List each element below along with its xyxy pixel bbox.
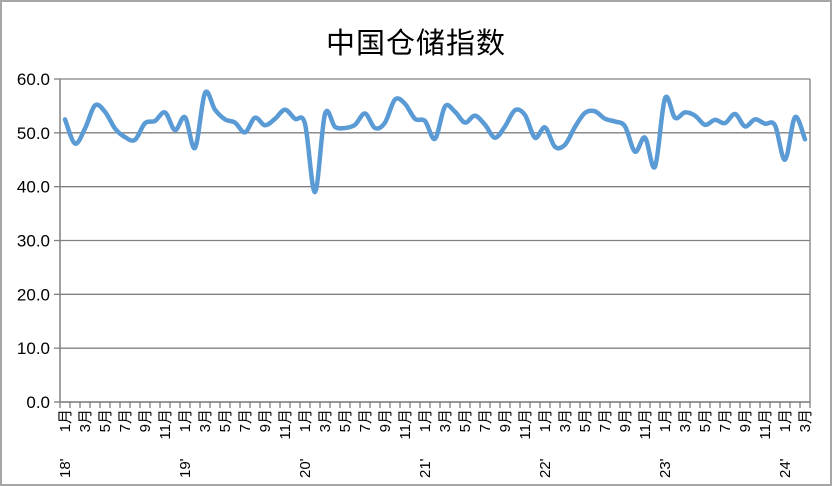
x-tick-label: 9月: [497, 409, 514, 432]
x-tick-label: 5月: [457, 409, 474, 432]
x-tick-label: 5月: [697, 409, 714, 432]
y-tick-label: 50.0: [17, 124, 50, 143]
x-tick-label: 7月: [237, 409, 254, 432]
x-tick-label: 1月: [417, 409, 434, 432]
x-tick-label: 3月: [797, 409, 814, 432]
x-tick-label: 3月: [677, 409, 694, 432]
x-tick-label: 3月: [317, 409, 334, 432]
x-tick-label: 5月: [337, 409, 354, 432]
x-tick-label: 9月: [617, 409, 634, 432]
x-tick-label: 1月: [657, 409, 674, 432]
x-tick-label: 1月: [537, 409, 554, 432]
y-tick-label: 40.0: [17, 178, 50, 197]
x-tick-label: 9月: [257, 409, 274, 432]
x-tick-label: 9月: [737, 409, 754, 432]
x-tick-label: 7月: [717, 409, 734, 432]
x-tick-label: 1月: [177, 409, 194, 432]
x-year-label: 24': [777, 458, 794, 478]
x-year-label: 22': [537, 458, 554, 478]
y-tick-label: 30.0: [17, 232, 50, 251]
x-tick-label: 7月: [117, 409, 134, 432]
x-tick-label: 11月: [637, 409, 654, 440]
x-tick-label: 7月: [357, 409, 374, 432]
x-tick-label: 11月: [277, 409, 294, 440]
x-tick-label: 5月: [577, 409, 594, 432]
x-tick-label: 7月: [477, 409, 494, 432]
y-tick-label: 0.0: [26, 393, 50, 412]
x-tick-label: 7月: [597, 409, 614, 432]
chart-title: 中国仓储指数: [325, 28, 506, 60]
x-tick-label: 5月: [217, 409, 234, 432]
x-tick-label: 3月: [197, 409, 214, 432]
x-tick-label: 11月: [757, 409, 774, 440]
x-year-label: 18': [57, 458, 74, 478]
x-year-label: 21': [417, 458, 434, 478]
x-tick-label: 1月: [777, 409, 794, 432]
series-line: [62, 89, 808, 195]
y-tick-label: 10.0: [17, 339, 50, 358]
x-tick-label: 3月: [437, 409, 454, 432]
x-tick-label: 1月: [57, 409, 74, 432]
x-tick-label: 11月: [397, 409, 414, 440]
x-tick-label: 1月: [297, 409, 314, 432]
x-year-label: 19': [177, 458, 194, 478]
x-tick-label: 11月: [157, 409, 174, 440]
x-tick-label: 11月: [517, 409, 534, 440]
x-tick-label: 3月: [77, 409, 94, 432]
x-tick-label: 9月: [377, 409, 394, 432]
x-tick-label: 9月: [137, 409, 154, 432]
x-tick-label: 5月: [97, 409, 114, 432]
x-tick-label: 3月: [557, 409, 574, 432]
y-tick-label: 20.0: [17, 285, 50, 304]
x-year-label: 23': [657, 458, 674, 478]
x-year-label: 20': [297, 458, 314, 478]
y-tick-label: 60.0: [17, 70, 50, 89]
